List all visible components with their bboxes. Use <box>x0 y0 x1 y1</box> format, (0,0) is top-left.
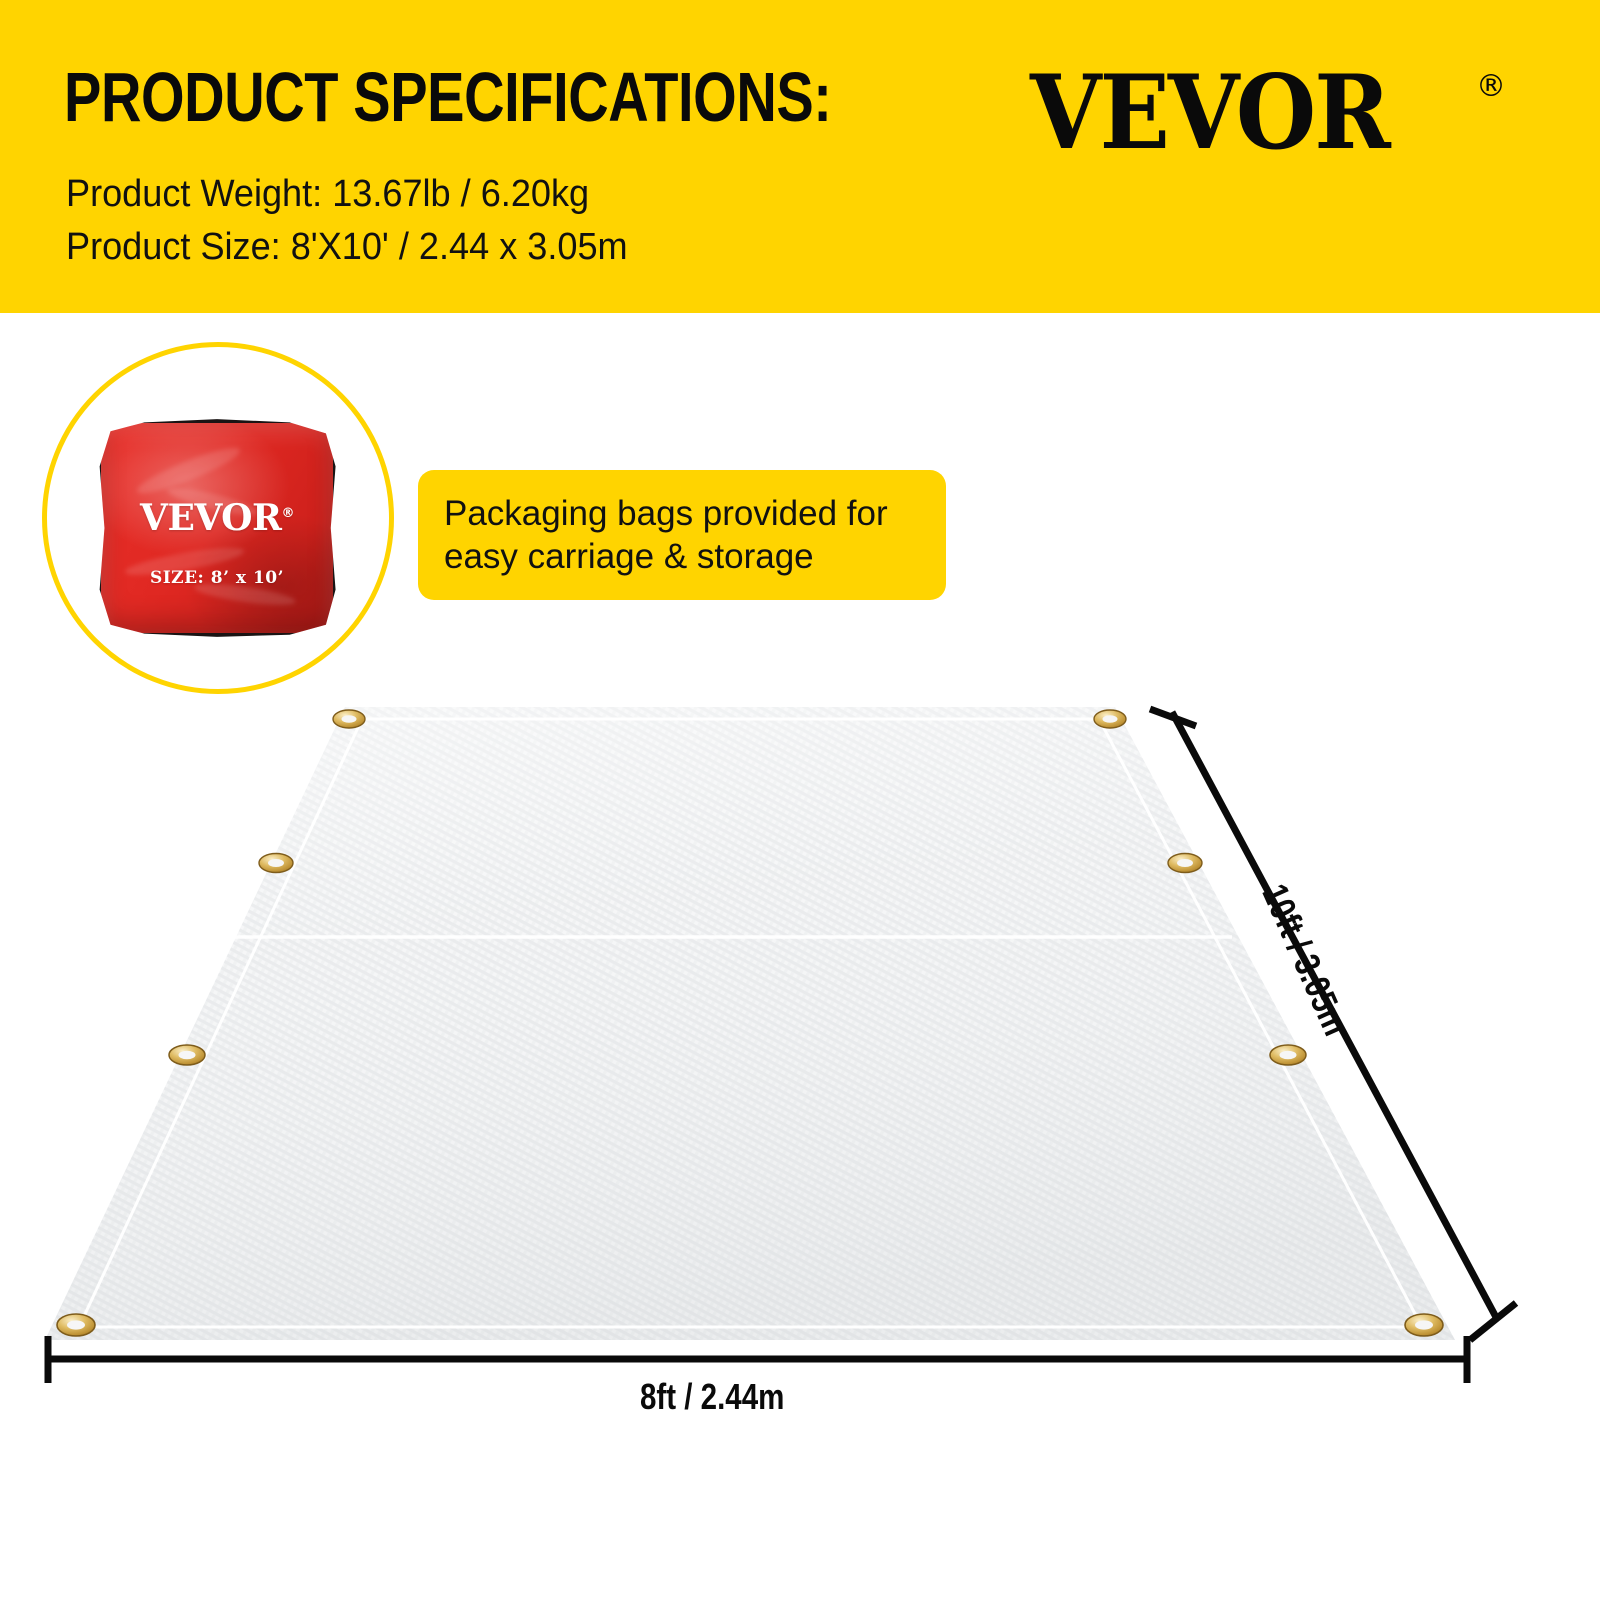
grommet <box>1093 709 1127 729</box>
dimension-label-width: 8ft / 2.44m <box>640 1376 785 1417</box>
tarp-fabric <box>45 707 1455 1340</box>
packaging-callout-box: Packaging bags provided for easy carriag… <box>418 470 946 600</box>
tarp-shading <box>45 707 1455 1340</box>
page-title: PRODUCT SPECIFICATIONS: <box>64 58 832 136</box>
grommet <box>1404 1313 1444 1337</box>
vevor-logo-wordmark: VEVOR <box>1030 52 1391 173</box>
dimension-label-height: 10ft / 3.05m <box>1254 877 1358 1042</box>
tarp-hem-line <box>76 717 1425 1329</box>
tarp-grommets <box>56 709 1444 1337</box>
bag-registered-trademark-icon: ® <box>281 506 294 521</box>
grommet <box>258 852 294 874</box>
bag-size-label: SIZE: 8’ x 10’ <box>149 568 285 588</box>
grommet <box>1269 1044 1307 1066</box>
packaging-bag-body <box>99 419 336 637</box>
grommet <box>56 1313 96 1337</box>
bag-vevor-logo-text: VEVOR <box>140 497 282 539</box>
grommet <box>1167 852 1203 874</box>
spec-product-size: Product Size: 8'X10' / 2.44 x 3.05m <box>66 226 628 268</box>
packaging-bag-figure: VEVOR® SIZE: 8’ x 10’ <box>96 418 338 638</box>
bag-vevor-logo: VEVOR® <box>96 500 338 536</box>
vevor-logo: VEVOR ® <box>1030 52 1506 173</box>
grommet <box>168 1044 206 1066</box>
tarp-body <box>45 707 1455 1340</box>
callout-line-1: Packaging bags provided for <box>444 493 888 533</box>
header-banner: PRODUCT SPECIFICATIONS: Product Weight: … <box>0 0 1600 313</box>
callout-line-2: easy carriage & storage <box>444 537 814 576</box>
spec-product-weight: Product Weight: 13.67lb / 6.20kg <box>66 173 590 215</box>
registered-trademark-icon: ® <box>1476 69 1506 104</box>
grommet <box>332 709 366 729</box>
